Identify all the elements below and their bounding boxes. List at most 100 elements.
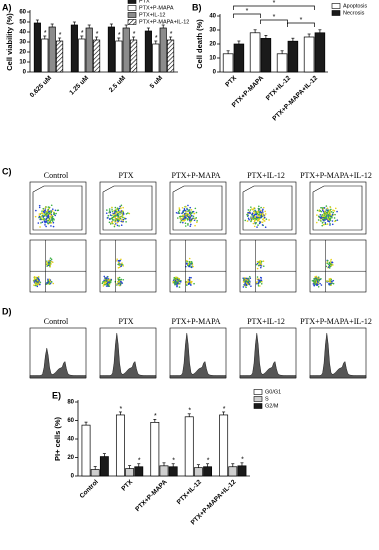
event-dot bbox=[257, 282, 260, 284]
event-dot bbox=[256, 261, 259, 263]
event-dot bbox=[191, 214, 193, 217]
event-dot bbox=[187, 263, 190, 266]
event-dot bbox=[315, 221, 318, 224]
event-dot bbox=[116, 284, 118, 286]
event-dot bbox=[37, 222, 40, 224]
event-dot bbox=[34, 277, 36, 280]
event-dot bbox=[36, 279, 39, 282]
event-dot bbox=[256, 211, 259, 214]
event-dot bbox=[107, 278, 110, 280]
bar bbox=[249, 32, 261, 73]
event-dot bbox=[250, 285, 252, 288]
event-dot bbox=[118, 284, 120, 286]
legend-label: PTX+P-MAPA bbox=[139, 5, 174, 11]
event-dot bbox=[45, 218, 47, 221]
histogram bbox=[169, 332, 227, 379]
event-dot bbox=[43, 217, 45, 220]
event-dot bbox=[251, 217, 253, 219]
event-dot bbox=[192, 217, 195, 219]
event-dot bbox=[257, 220, 259, 222]
event-dot bbox=[55, 212, 57, 215]
event-dot bbox=[245, 286, 247, 289]
condition-label: PTX bbox=[118, 317, 133, 326]
event-dot bbox=[174, 277, 177, 280]
event-dot bbox=[321, 222, 324, 224]
event-dot bbox=[244, 282, 246, 285]
event-dot bbox=[42, 207, 45, 210]
event-dot bbox=[42, 210, 45, 213]
legend-swatch bbox=[331, 3, 341, 9]
event-dot bbox=[108, 221, 111, 224]
event-dot bbox=[186, 213, 189, 216]
event-dot bbox=[189, 217, 191, 220]
event-dot bbox=[316, 284, 318, 287]
event-dot bbox=[186, 219, 189, 221]
significance-mark: * bbox=[59, 32, 62, 39]
bracket bbox=[233, 13, 261, 18]
event-dot bbox=[191, 262, 194, 265]
event-dot bbox=[108, 283, 111, 286]
event-dot bbox=[40, 222, 42, 224]
event-dot bbox=[47, 222, 49, 225]
y-tick-label: 0 bbox=[213, 70, 217, 76]
bar bbox=[314, 32, 326, 73]
event-dot bbox=[181, 219, 184, 222]
event-dot bbox=[44, 209, 47, 212]
event-dot bbox=[257, 261, 260, 264]
event-dot bbox=[52, 217, 55, 220]
event-dot bbox=[257, 284, 260, 287]
event-dot bbox=[322, 219, 325, 221]
event-dot bbox=[327, 266, 330, 268]
event-dot bbox=[247, 209, 250, 211]
panel-label: A) bbox=[2, 2, 12, 12]
event-dot bbox=[114, 210, 116, 213]
event-dot bbox=[125, 217, 127, 220]
event-dot bbox=[324, 217, 326, 220]
event-dot bbox=[46, 212, 48, 215]
event-dot bbox=[41, 221, 44, 223]
bar bbox=[144, 30, 152, 73]
event-dot bbox=[333, 210, 336, 212]
y-tick-label: 40 bbox=[67, 437, 74, 443]
event-dot bbox=[259, 266, 262, 269]
event-dot bbox=[34, 215, 37, 218]
bar bbox=[85, 27, 93, 73]
event-dot bbox=[37, 275, 40, 278]
event-dot bbox=[329, 206, 332, 209]
x-tick-label: 0.625 uM bbox=[29, 75, 53, 99]
event-dot bbox=[317, 219, 320, 221]
event-dot bbox=[258, 213, 260, 216]
event-dot bbox=[331, 213, 334, 216]
event-dot bbox=[40, 212, 43, 215]
event-dot bbox=[188, 278, 191, 281]
event-dot bbox=[322, 210, 325, 213]
event-dot bbox=[178, 209, 181, 212]
event-dot bbox=[258, 211, 261, 214]
event-dot bbox=[329, 260, 332, 262]
event-dot bbox=[117, 216, 119, 218]
event-dot bbox=[315, 281, 318, 284]
significance-mark: * bbox=[133, 31, 136, 38]
event-dot bbox=[50, 221, 53, 224]
event-dot bbox=[188, 257, 191, 260]
significance-mark: * bbox=[44, 30, 47, 37]
event-dot bbox=[38, 206, 41, 209]
y-tick-label: 10 bbox=[19, 60, 26, 66]
event-dot bbox=[119, 213, 121, 215]
bar bbox=[125, 468, 135, 477]
gate bbox=[172, 185, 223, 231]
event-dot bbox=[313, 284, 315, 287]
event-dot bbox=[253, 212, 255, 214]
bar bbox=[93, 39, 101, 73]
event-dot bbox=[45, 217, 48, 220]
event-dot bbox=[113, 215, 115, 217]
event-dot bbox=[312, 279, 315, 282]
event-dot bbox=[248, 218, 250, 221]
legend-label: PTX bbox=[139, 0, 150, 4]
bar bbox=[41, 38, 49, 73]
event-dot bbox=[331, 216, 333, 219]
event-dot bbox=[255, 218, 258, 221]
event-dot bbox=[45, 283, 48, 285]
event-dot bbox=[50, 258, 53, 261]
event-dot bbox=[120, 207, 122, 210]
